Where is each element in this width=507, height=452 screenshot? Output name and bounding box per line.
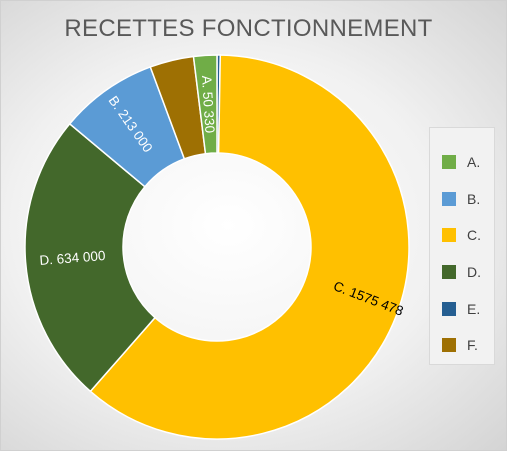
legend-item-e: E. [430, 290, 494, 327]
donut-slice-c [89, 54, 410, 440]
legend-item-d: D. [430, 254, 494, 291]
legend-swatch [442, 301, 456, 316]
legend-label: F. [467, 337, 478, 354]
data-label-d: D. 634 000 [39, 248, 106, 268]
chart-legend: A. B. C. D. E. F. [429, 127, 495, 365]
legend-label: B. [467, 190, 481, 207]
legend-item-b: B. [430, 181, 494, 218]
legend-label: D. [467, 264, 481, 281]
legend-swatch [442, 155, 456, 170]
data-label-a: A. 50 330 [199, 75, 218, 134]
legend-item-f: F. [430, 327, 494, 364]
legend-label: E. [467, 300, 481, 317]
legend-swatch [442, 338, 456, 353]
legend-item-a: A. [430, 144, 494, 181]
legend-item-c: C. [430, 217, 494, 254]
legend-swatch [442, 191, 456, 206]
donut-slice-d [24, 122, 157, 393]
legend-label: C. [467, 227, 481, 244]
legend-swatch [442, 228, 456, 243]
chart-title: RECETTES FONCTIONNEMENT [64, 15, 433, 42]
legend-label: A. [467, 154, 481, 171]
donut-slice-a [192, 54, 218, 155]
legend-swatch [442, 265, 456, 280]
